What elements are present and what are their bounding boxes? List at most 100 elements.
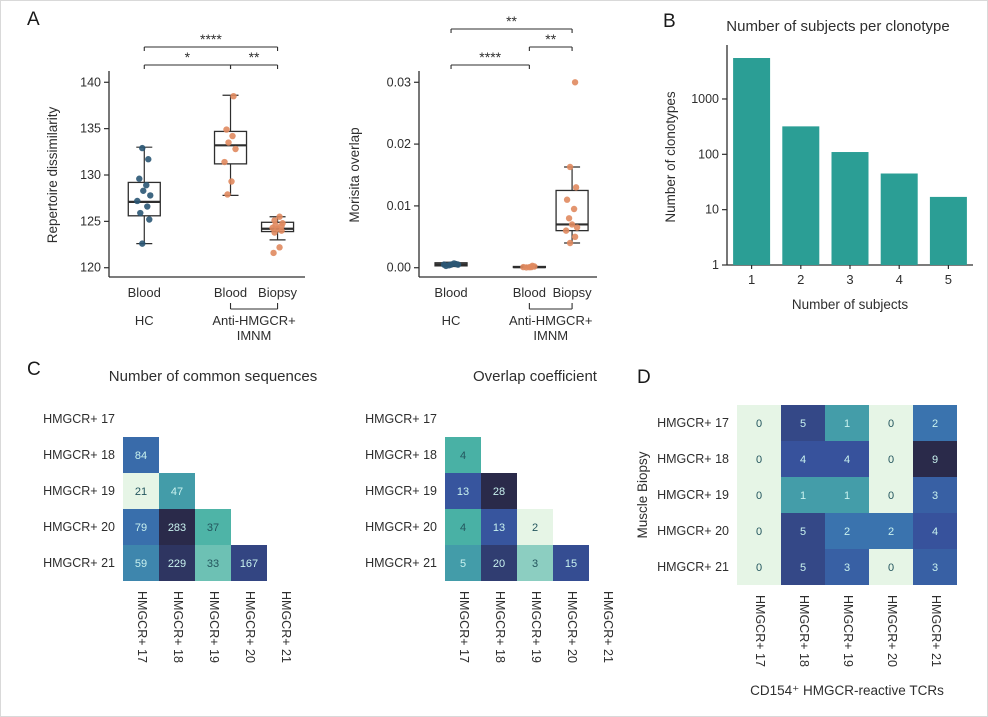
data-point [270,249,277,257]
data-point [134,197,141,205]
heatmap-cell [159,545,195,581]
heatmap-cell [481,473,517,509]
cell-value: 47 [171,486,183,498]
cell-value: 2 [844,526,850,538]
cell-value: 283 [168,522,186,534]
data-point [563,196,571,203]
y-tick-label: 140 [80,75,101,89]
col-label: HMGCR+ 21 [279,591,293,663]
chart-svg: Number of subjects per clonotype 1 10 100 10… [663,18,973,312]
morisita-overlap-boxplot: 0.00 0.01 0.02 0.03 Morisita overlap **** ** **… [339,9,611,361]
x-axis-title: Number of subjects [792,297,909,312]
heatmap-cell [913,441,957,477]
cell-value: 0 [756,418,762,430]
cell-value: 3 [932,490,938,502]
y-tick-label: 100 [698,147,719,161]
x-group-label: Blood [214,285,247,300]
row-label: HMGCR+ 18 [43,448,115,462]
col-label: HMGCR+ 17 [457,591,471,663]
data-point [225,139,232,146]
x-tick-label: 5 [945,272,952,287]
row-label: HMGCR+ 17 [365,412,437,426]
heatmap-cell [517,545,553,581]
data-point [139,144,146,152]
y-tick-label: 125 [80,214,101,228]
col-label: HMGCR+ 21 [601,591,615,663]
muscle-biopsy-tcr-heatmap: HMGCR+ 17 HMGCR+ 18 HMGCR+ 19 HMGCR+ 20 HMGC… [629,371,987,716]
data-point [229,132,236,140]
data-point [571,233,579,241]
cell-value: 1 [844,490,850,502]
cell-value: 15 [565,558,577,570]
heatmap-cell [781,549,825,585]
cell-value: 0 [756,454,762,466]
heatmap-cell [913,405,957,441]
data-point [143,182,150,189]
cell-value: 1 [844,418,850,430]
row-label: HMGCR+ 18 [365,448,437,462]
heatmap-cell [781,441,825,477]
cell-value: 5 [800,526,806,538]
cell-value: 3 [532,558,538,570]
data-point [223,126,230,133]
cell-value: 33 [207,558,219,570]
cell-value: 1 [800,490,806,502]
cell-value: 3 [932,562,938,574]
chart-title: Overlap coefficient [473,368,598,385]
cell-value: 20 [493,558,505,570]
data-point [230,92,237,100]
data-point [570,205,578,213]
col-label: HMGCR+ 19 [529,591,543,663]
panel-d-label: D [637,367,651,388]
heatmap-cell [445,437,481,473]
cell-value: 2 [888,526,894,538]
data-point [566,163,574,171]
x-group-label: Blood [128,285,161,300]
subjects-per-clonotype-bar-chart: Number of subjects per clonotype 1 10 100 10… [657,13,987,336]
cell-value: 0 [756,526,762,538]
x-tick-label: 3 [846,272,853,287]
y-tick-label: 1000 [691,92,719,106]
col-label: HMGCR+ 17 [135,591,149,663]
y-axis-title: Repertoire dissimilarity [45,106,60,243]
heatmap-cell [781,405,825,441]
x-group-label: Biopsy [258,285,298,300]
heatmap-cell [869,441,913,477]
heatmap-cell [781,477,825,513]
x-axis-title: CD154⁺ HMGCR-reactive TCRs [750,683,944,698]
col-label: HMGCR+ 21 [929,595,943,667]
data-point [440,261,448,268]
heatmap-cell [869,477,913,513]
y-axis-title: Number of clonotypes [663,91,678,223]
data-point [565,215,573,222]
y-tick-label: 120 [80,261,101,275]
x-annotation: HC [442,313,461,328]
col-label: HMGCR+ 20 [565,591,579,663]
chart-svg: 120 125 130 135 140 Repertoire dissimilarity *… [45,31,305,343]
heatmap-cell [825,549,869,585]
heatmap-cell [781,513,825,549]
cell-value: 0 [888,418,894,430]
chart-svg: HMGCR+ 17 HMGCR+ 18 HMGCR+ 19 HMGCR+ 20 HMGC… [635,405,957,698]
heatmap-cell [737,477,781,513]
data-point [276,213,283,220]
data-point [573,224,581,231]
cell-value: 0 [888,490,894,502]
heatmap-cell [195,545,231,581]
heatmap-cell [825,477,869,513]
heatmap-cell [123,473,159,509]
heatmap-cell [869,513,913,549]
cell-value: 28 [493,486,505,498]
col-label: HMGCR+ 18 [797,595,811,667]
data-point [140,187,147,194]
y-tick-label: 0.00 [387,261,411,275]
cell-value: 9 [932,454,938,466]
y-axis-title: Morisita overlap [347,127,362,222]
data-point [221,158,228,166]
cell-value: 3 [844,562,850,574]
heatmap-cell [737,549,781,585]
significance-label: ** [545,31,556,47]
x-group-label: Blood [434,285,467,300]
data-point [278,227,285,234]
